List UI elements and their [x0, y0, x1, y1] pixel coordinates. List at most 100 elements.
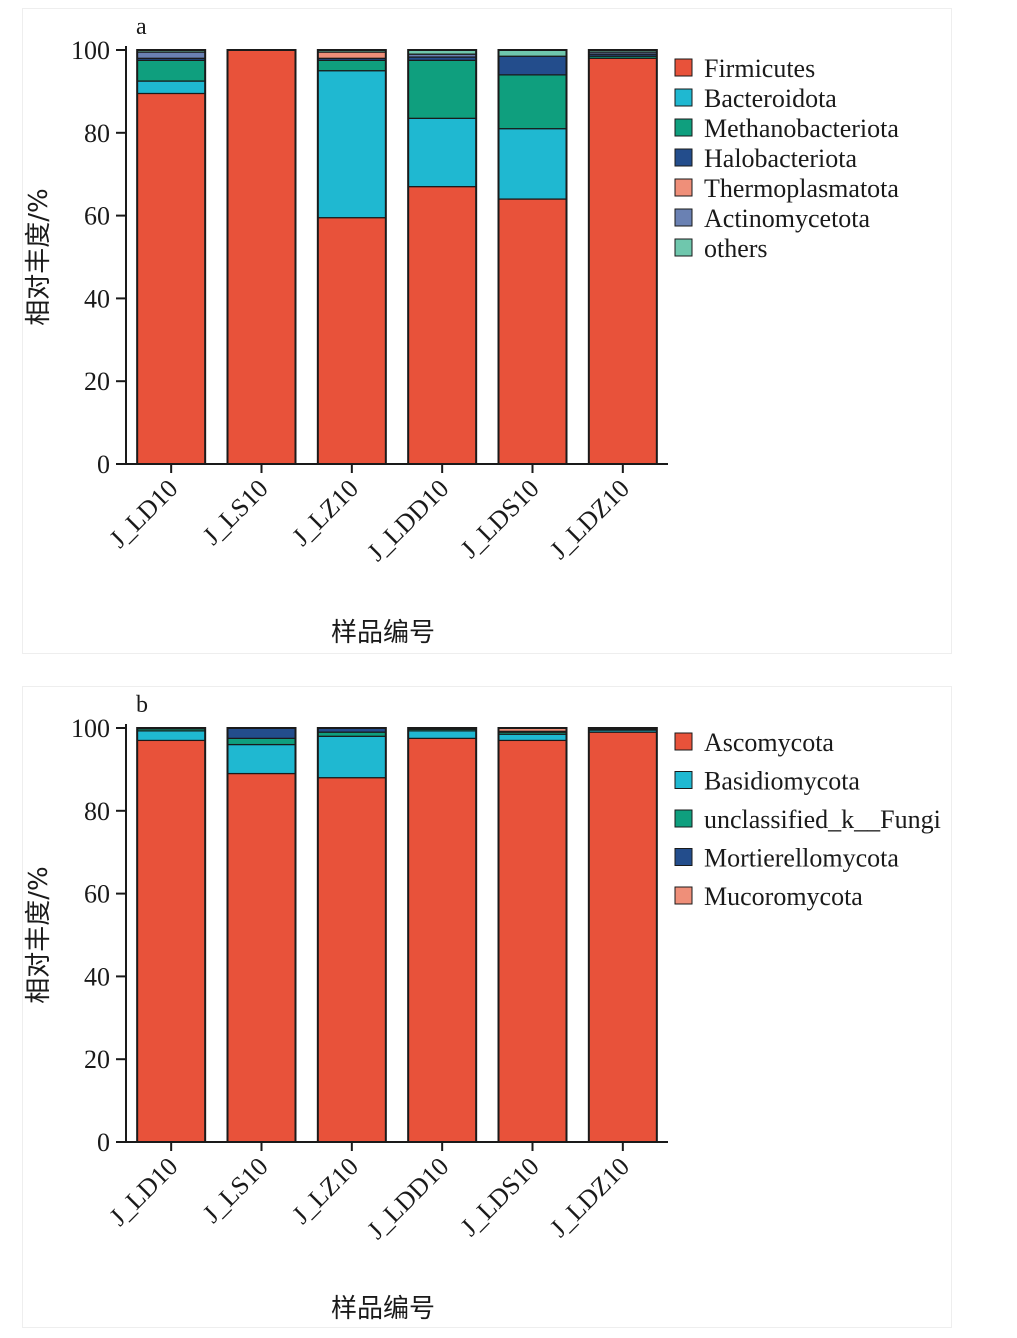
x-tick-label-j-ldd10: J_LDD10 [361, 474, 454, 567]
bar-segment-j-lds10-firmicutes [497, 198, 568, 465]
y-tick-label-100: 100 [71, 36, 110, 65]
bar-segment-j-lds10-halobacteriota [497, 55, 568, 76]
legend-item-unclassified-k-fungi: unclassified_k__Fungi [674, 805, 941, 834]
legend-swatch-halobacteriota [674, 148, 693, 167]
bar-stack-j-ldd10 [407, 727, 478, 1143]
panel-label-a: a [136, 14, 147, 40]
bar-segment-j-lz10-ascomycota [317, 777, 387, 1143]
legend-item-actinomycetota: Actinomycetota [674, 204, 871, 233]
legend-swatch-bacteroidota [674, 88, 693, 107]
legend-label-actinomycetota: Actinomycetota [704, 204, 871, 233]
legend-swatch-basidiomycota [674, 771, 693, 789]
bar-stack-j-ldz10 [587, 49, 658, 465]
bar-segment-j-lz10-basidiomycota [317, 735, 387, 779]
y-tick-label-40: 40 [84, 284, 110, 313]
x-tick-label-j-lds10: J_LDS10 [455, 474, 545, 564]
legend-item-mortierellomycota: Mortierellomycota [674, 844, 899, 873]
legend-item-bacteroidota: Bacteroidota [674, 84, 837, 113]
legend-item-others: others [674, 234, 768, 263]
legend-swatch-unclassified-k-fungi [674, 809, 693, 828]
x-tick-label-j-ls10: J_LS10 [197, 1152, 274, 1229]
bar-segment-j-ldd10-bacteroidota [407, 117, 477, 188]
bar-stack-j-ld10 [136, 727, 207, 1143]
bar-segment-j-ls10-basidiomycota [226, 743, 297, 775]
bar-segment-j-lz10-bacteroidota [317, 70, 387, 219]
y-tick-label-60: 60 [84, 202, 110, 231]
bar-segment-j-ld10-bacteroidota [136, 80, 206, 95]
x-tick-label-j-ldz10: J_LDZ10 [544, 474, 635, 565]
legend-item-basidiomycota: Basidiomycota [674, 767, 860, 796]
bar-segment-j-lds10-basidiomycota [497, 733, 568, 742]
bar-stack-j-ldz10 [587, 727, 658, 1143]
legend-item-ascomycota: Ascomycota [674, 728, 834, 757]
bar-segment-j-ld10-basidiomycota [136, 730, 206, 742]
x-tick-label-j-lz10: J_LZ10 [286, 1152, 364, 1230]
x-tick-label-j-lds10: J_LDS10 [455, 1152, 545, 1242]
x-tick-label-j-ldd10: J_LDD10 [361, 1152, 454, 1245]
bar-segment-j-lds10-ascomycota [497, 739, 568, 1143]
bar-segment-j-lz10-firmicutes [317, 217, 387, 465]
bar-stack-j-lz10 [316, 727, 387, 1143]
x-tick-label-j-ld10: J_LD10 [104, 474, 184, 554]
bar-segment-j-ldd10-methanobacteriota [407, 59, 477, 119]
legend-swatch-mortierellomycota [674, 848, 693, 866]
x-tick-label-j-ldz10: J_LDZ10 [544, 1152, 635, 1243]
y-tick-label-0: 0 [97, 1128, 110, 1157]
bar-stack-j-ls10 [226, 49, 297, 465]
y-tick-label-0: 0 [97, 450, 110, 479]
legend-item-firmicutes: Firmicutes [674, 54, 815, 83]
bars-a [136, 49, 658, 465]
bar-segment-j-ls10-ascomycota [226, 772, 297, 1143]
legend-item-mucoromycota: Mucoromycota [674, 882, 863, 911]
y-tick-label-80: 80 [84, 119, 110, 148]
y-tick-label-40: 40 [84, 962, 110, 991]
bar-segment-j-lz10-unclassified-k-fungi [317, 731, 387, 737]
y-tick-label-20: 20 [84, 1045, 110, 1074]
bars-b [136, 727, 658, 1143]
y-tick-label-20: 20 [84, 367, 110, 396]
x-tick-label-j-lz10: J_LZ10 [286, 474, 364, 552]
bar-segment-j-ldz10-firmicutes [588, 57, 658, 465]
bar-segment-j-ld10-actinomycetota [136, 51, 206, 59]
chart-panel-a: a 0 20 40 60 80 100 J_LD10 J_LS10 J_LZ10 J_LDD10 J_… [22, 8, 952, 654]
y-tick-label-100: 100 [71, 714, 110, 743]
bar-segment-j-ls10-firmicutes [226, 49, 297, 465]
legend-swatch-mucoromycota [674, 886, 693, 905]
legend-label-halobacteriota: Halobacteriota [704, 144, 857, 173]
legend-label-ascomycota: Ascomycota [704, 728, 834, 757]
legend-label-unclassified-k-fungi: unclassified_k__Fungi [704, 805, 941, 834]
panel-label-b: b [136, 692, 148, 718]
legend-swatch-firmicutes [674, 58, 693, 77]
legend-b: Ascomycota Basidiomycota unclassified_k__F… [674, 728, 941, 911]
bar-segment-j-ld10-firmicutes [136, 92, 206, 465]
y-axis-title-a: 相对丰度/% [24, 188, 54, 325]
bar-stack-j-ldd10 [407, 49, 478, 465]
bar-stack-j-ls10 [226, 727, 297, 1143]
bar-segment-j-ld10-ascomycota [136, 739, 206, 1143]
x-axis-title-b: 样品编号 [331, 1294, 435, 1324]
bar-segment-j-ldd10-basidiomycota [407, 730, 477, 739]
bar-stack-j-lz10 [316, 49, 387, 465]
bar-segment-j-ls10-mortierellomycota [226, 727, 297, 739]
legend-label-mortierellomycota: Mortierellomycota [704, 844, 899, 873]
legend-swatch-methanobacteriota [674, 118, 693, 137]
bar-segment-j-ldz10-ascomycota [588, 731, 658, 1143]
legend-swatch-ascomycota [674, 732, 693, 751]
legend-label-others: others [704, 234, 768, 263]
legend-swatch-others [674, 238, 693, 257]
legend-swatch-thermoplasmatota [674, 178, 693, 197]
chart-panel-b: b 0 20 40 60 80 100 J_LD10 J_LS10 J_LZ10 J_LDD10 J_… [22, 686, 952, 1328]
bar-segment-j-ls10-unclassified-k-fungi [226, 737, 297, 746]
bar-segment-j-lz10-methanobacteriota [317, 59, 387, 72]
legend-item-thermoplasmatota: Thermoplasmatota [674, 174, 899, 203]
bar-stack-j-lds10 [497, 49, 568, 465]
y-axis-title-b: 相对丰度/% [24, 866, 54, 1003]
bar-segment-j-lz10-thermoplasmatota [317, 51, 387, 59]
bar-segment-j-ldd10-ascomycota [407, 737, 477, 1143]
legend-swatch-actinomycetota [674, 208, 693, 227]
legend-label-thermoplasmatota: Thermoplasmatota [704, 174, 899, 203]
legend-item-halobacteriota: Halobacteriota [674, 144, 857, 173]
x-axis-title-a: 样品编号 [331, 618, 435, 648]
